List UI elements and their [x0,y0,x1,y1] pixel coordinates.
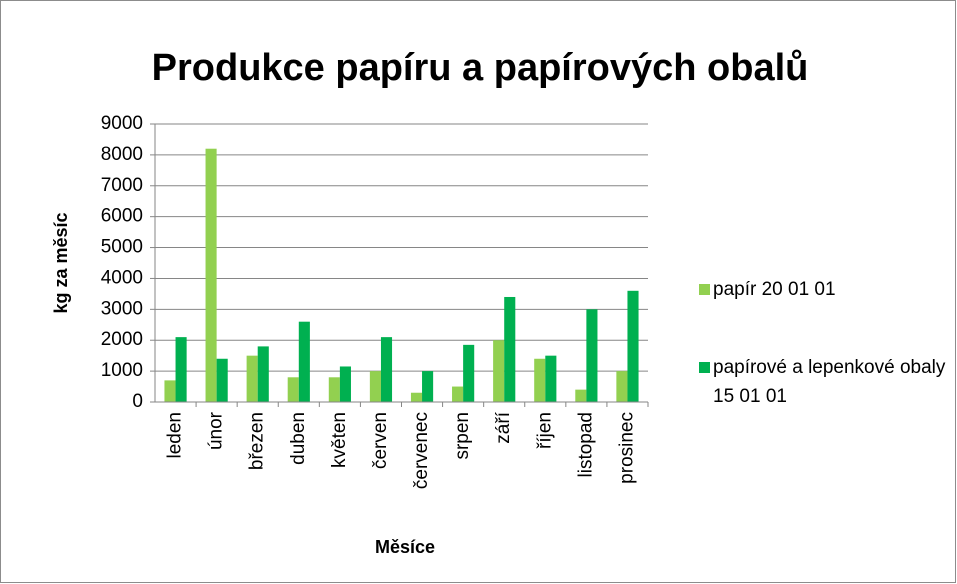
bar [493,340,505,402]
bar [287,377,299,402]
y-tick-label: 3000 [101,298,143,319]
bar [463,344,475,402]
legend-swatch [699,284,710,295]
bar [216,358,228,402]
legend-swatch [699,362,710,373]
bar [504,296,516,402]
bar [616,371,628,402]
bar [380,337,393,402]
bar [410,392,423,402]
y-axis-label: kg za měsíc [51,212,71,313]
y-tick-label: 2000 [101,329,143,350]
bar [586,309,598,402]
legend-label: papírové a lepenkové obaly 15 01 01 [713,357,946,407]
bar [257,346,269,402]
x-tick-label: září [493,411,514,443]
bar [627,290,639,402]
bar [246,355,258,402]
bar [164,380,176,402]
bar [452,386,464,402]
x-tick-label: prosinec [616,412,637,484]
x-tick-label: květen [329,412,350,468]
bar [205,148,217,402]
y-tick-label: 8000 [101,144,143,165]
y-tick-label: 6000 [101,206,143,227]
y-tick-label: 7000 [101,175,143,196]
x-tick-label: únor [206,411,227,450]
x-tick-label: duben [288,412,309,465]
y-tick-label: 9000 [101,113,143,134]
bar [575,389,587,402]
x-tick-label: srpen [452,412,473,460]
bar [328,377,340,402]
bar [175,337,187,402]
bar [545,355,557,402]
bar [534,358,546,402]
x-tick-label: leden [165,412,186,459]
x-axis-label: Měsíce [375,537,435,557]
y-tick-label: 5000 [101,237,143,258]
y-tick-label: 0 [132,391,143,412]
x-tick-label: říjen [534,412,555,449]
y-tick-label: 1000 [101,360,143,381]
bar [339,366,351,402]
y-tick-label: 4000 [101,267,143,288]
x-tick-label: červen [370,412,391,469]
x-tick-label: březen [247,412,268,470]
legend-label: papír 20 01 01 [713,279,836,300]
x-tick-label: červenec [411,412,432,489]
x-tick-label: listopad [575,412,596,478]
chart-title: Produkce papíru a papírových obalů [152,47,809,89]
bar [422,371,434,402]
bar [298,321,310,402]
bar [369,371,381,402]
